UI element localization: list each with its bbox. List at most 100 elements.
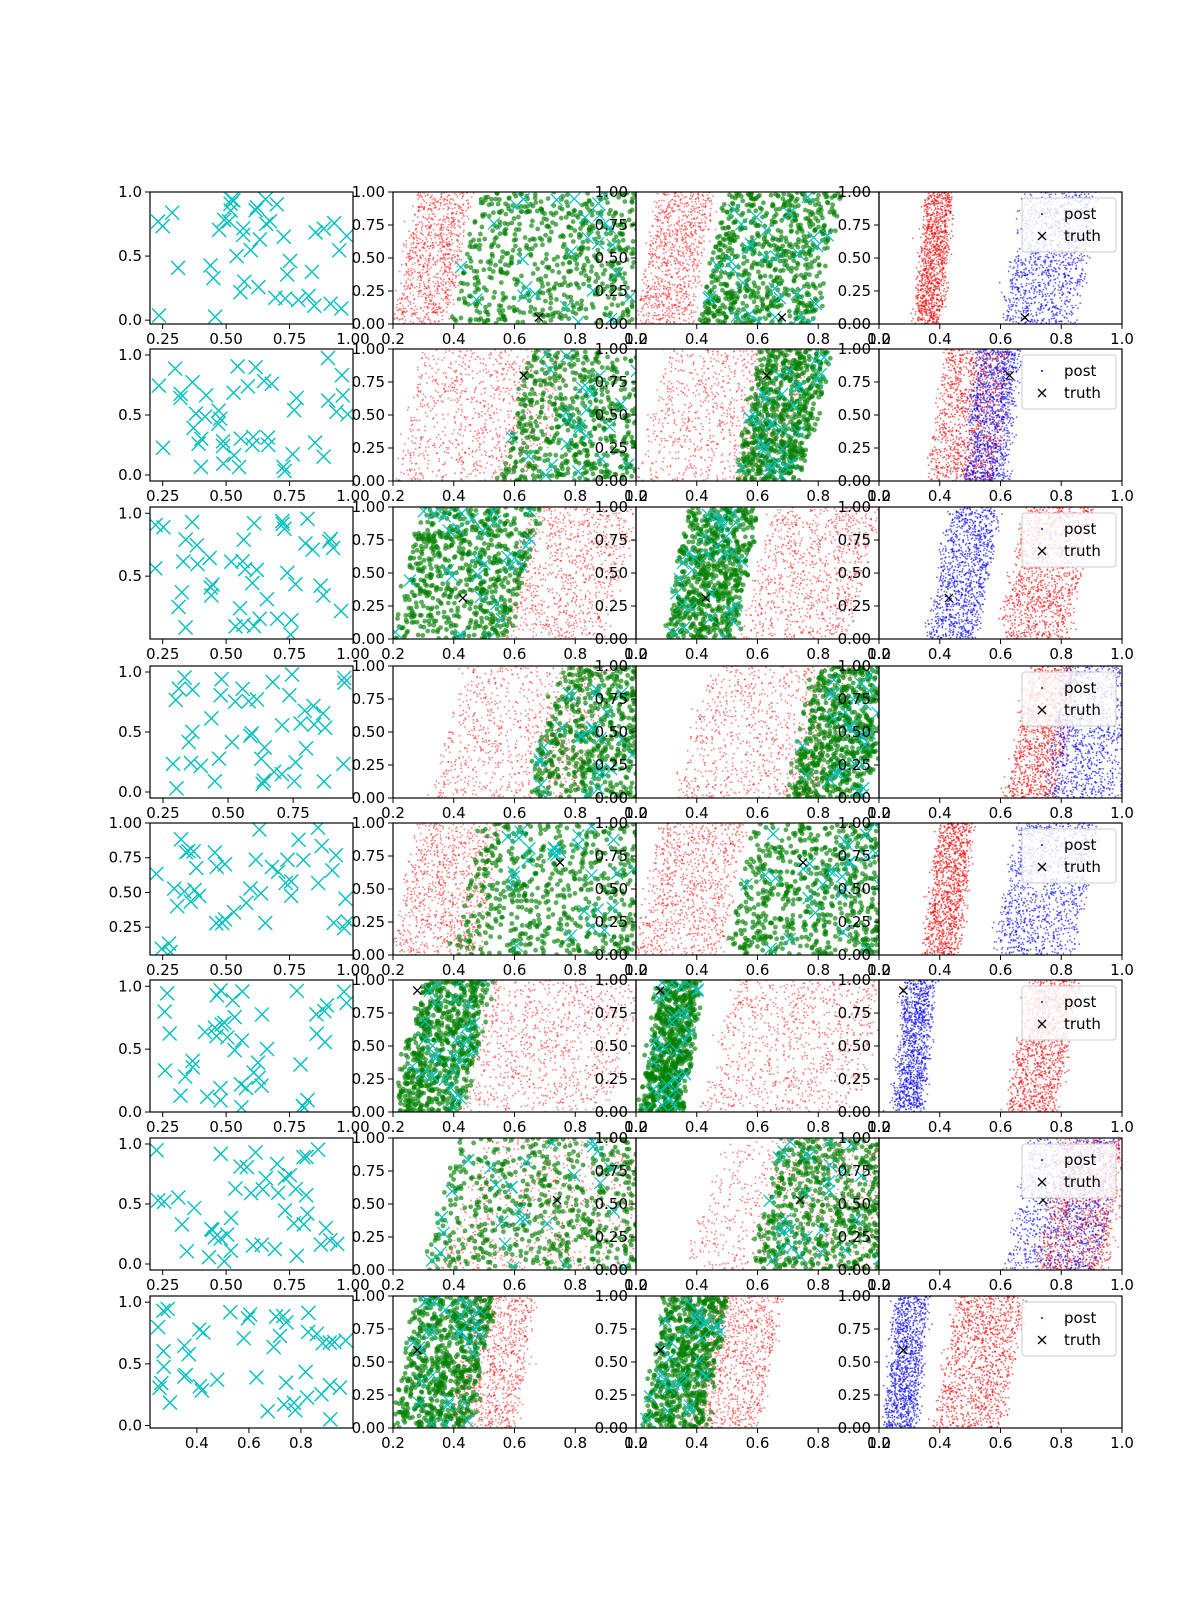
prior-point bbox=[940, 200, 943, 202]
weighted-point bbox=[490, 269, 496, 274]
prior-point bbox=[950, 198, 953, 201]
prior-point bbox=[920, 281, 923, 283]
prior-point bbox=[397, 309, 400, 312]
prior-point bbox=[682, 246, 684, 249]
post-point bbox=[1074, 281, 1077, 284]
weighted-point bbox=[530, 203, 536, 209]
prior-point bbox=[934, 288, 937, 290]
prior-point bbox=[702, 205, 705, 208]
prior-point bbox=[926, 300, 929, 303]
prior-point bbox=[936, 250, 938, 253]
weighted-point bbox=[467, 243, 473, 249]
prior-point bbox=[423, 247, 426, 250]
prior-point bbox=[645, 287, 648, 290]
prior-point bbox=[678, 228, 681, 231]
prior-point bbox=[915, 297, 917, 300]
post-point bbox=[1021, 261, 1024, 264]
post-point bbox=[1011, 305, 1014, 308]
weighted-point bbox=[559, 316, 564, 321]
prior-point bbox=[926, 210, 929, 213]
weighted-point bbox=[580, 265, 586, 271]
prior-point bbox=[454, 207, 456, 209]
prior-point bbox=[451, 242, 454, 245]
prior-point bbox=[925, 267, 928, 270]
prior-point bbox=[662, 293, 665, 296]
weighted-point bbox=[502, 317, 508, 323]
prior-point bbox=[924, 201, 927, 204]
prior-point bbox=[445, 302, 447, 304]
prior-point bbox=[690, 208, 693, 211]
weighted-point bbox=[814, 197, 820, 202]
weighted-point bbox=[746, 192, 752, 198]
weighted-point bbox=[566, 224, 571, 230]
weighted-point bbox=[801, 233, 807, 239]
prior-point bbox=[410, 284, 412, 286]
prior-point bbox=[405, 281, 407, 284]
prior-point bbox=[446, 265, 449, 268]
prior-point bbox=[938, 270, 941, 273]
prior-point bbox=[666, 296, 669, 298]
prior-point bbox=[688, 268, 691, 271]
post-point bbox=[1048, 274, 1050, 277]
prior-point bbox=[667, 213, 670, 216]
weighted-point bbox=[718, 319, 723, 324]
prior-point bbox=[931, 254, 934, 257]
weighted-point bbox=[490, 228, 496, 234]
weighted-point bbox=[513, 282, 519, 287]
prior-point bbox=[414, 224, 417, 227]
weighted-point bbox=[787, 313, 793, 319]
prior-point bbox=[692, 208, 695, 211]
weighted-point bbox=[781, 192, 787, 197]
prior-point bbox=[699, 203, 702, 205]
prior-point bbox=[438, 302, 441, 305]
prior-point bbox=[461, 192, 464, 195]
prior-point bbox=[437, 223, 440, 226]
prior-point bbox=[443, 203, 446, 206]
prior-point bbox=[934, 263, 937, 266]
prior-point bbox=[686, 246, 688, 249]
prior-point bbox=[423, 208, 425, 211]
design-point bbox=[586, 284, 600, 297]
prior-point bbox=[682, 254, 685, 256]
prior-point bbox=[941, 261, 943, 264]
prior-point bbox=[941, 299, 944, 302]
prior-point bbox=[927, 249, 930, 252]
prior-point bbox=[668, 201, 670, 204]
prior-point bbox=[414, 270, 416, 273]
prior-point bbox=[678, 262, 681, 265]
prior-point bbox=[929, 260, 932, 263]
weighted-point bbox=[572, 228, 578, 233]
weighted-point bbox=[468, 265, 474, 270]
prior-point bbox=[675, 290, 678, 293]
post-point bbox=[1010, 318, 1013, 321]
prior-point bbox=[660, 204, 663, 207]
prior-point bbox=[424, 217, 427, 220]
prior-point bbox=[684, 307, 687, 309]
prior-point bbox=[706, 194, 709, 197]
prior-point bbox=[678, 219, 680, 222]
prior-point bbox=[938, 314, 941, 317]
prior-point bbox=[940, 297, 943, 300]
prior-point bbox=[663, 245, 666, 247]
weighted-point bbox=[606, 295, 611, 300]
prior-point bbox=[664, 238, 667, 240]
prior-point bbox=[661, 278, 664, 280]
weighted-point bbox=[503, 226, 509, 232]
prior-point bbox=[935, 221, 938, 224]
prior-point bbox=[458, 258, 461, 260]
weighted-point bbox=[760, 244, 766, 250]
prior-point bbox=[923, 233, 926, 236]
prior-point bbox=[947, 251, 949, 254]
prior-point bbox=[651, 255, 654, 258]
prior-point bbox=[654, 218, 657, 220]
prior-point bbox=[945, 244, 947, 247]
prior-point bbox=[415, 242, 418, 245]
weighted-point bbox=[833, 228, 838, 234]
prior-point bbox=[398, 270, 401, 273]
prior-point bbox=[403, 285, 406, 288]
prior-point bbox=[438, 307, 440, 310]
prior-point bbox=[922, 241, 925, 244]
prior-point bbox=[691, 236, 693, 239]
prior-point bbox=[928, 257, 931, 260]
prior-point bbox=[933, 231, 936, 234]
